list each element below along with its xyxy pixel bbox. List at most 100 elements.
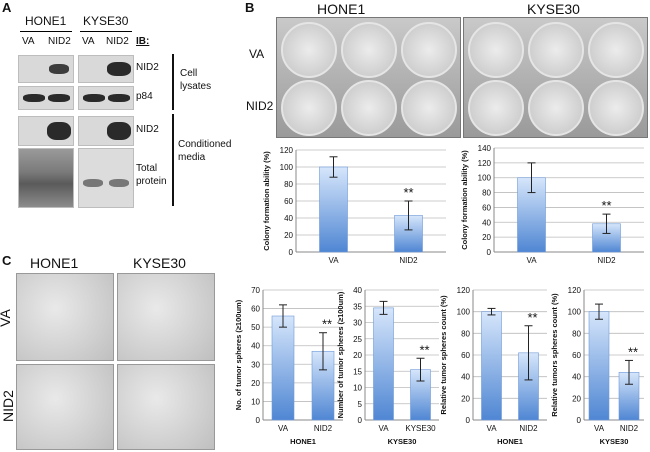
y-tick-label: 25 <box>353 335 362 344</box>
y-tick-label: 120 <box>568 286 582 295</box>
y-tick-label: 10 <box>251 397 260 406</box>
a-target-nid2-lysate: NID2 <box>136 62 159 73</box>
panel-a-letter: A <box>2 0 12 15</box>
y-tick-label: 15 <box>353 367 362 376</box>
blot-kyse30-nid2-lysate <box>78 55 134 83</box>
y-axis-label: Colony formation ability (%) <box>262 151 271 251</box>
a-lane-nid2-1: NID2 <box>48 36 71 47</box>
significance-marker: ** <box>419 342 429 357</box>
a-underline-hone1 <box>20 31 72 32</box>
micrograph-hone1-nid2 <box>16 364 114 450</box>
well <box>588 80 644 136</box>
y-tick-label: 120 <box>457 286 471 295</box>
a-target-total-protein: Total protein <box>136 163 167 187</box>
y-axis-label: Colony formation ability (%) <box>460 150 469 250</box>
a-target-nid2-cm: NID2 <box>136 124 159 135</box>
well <box>468 22 524 78</box>
y-tick-label: 80 <box>572 329 581 338</box>
well <box>281 22 337 78</box>
y-tick-label: 80 <box>482 189 491 198</box>
blot-kyse30-total-protein <box>78 148 134 208</box>
bar <box>588 311 610 421</box>
y-tick-label: 0 <box>577 416 582 425</box>
a-ib-label: IB: <box>136 36 150 47</box>
y-tick-label: 35 <box>353 302 362 311</box>
band <box>47 122 71 140</box>
chart-b-hone1: 0 20 40 60 80 100 120 Colony formation ability … <box>262 146 446 265</box>
blot-hone1-total-protein <box>18 148 74 208</box>
y-tick-label: 20 <box>284 231 293 240</box>
band <box>83 179 103 187</box>
a-target-p84: p84 <box>136 91 153 102</box>
x-category-label: KYSE30 <box>405 424 436 433</box>
plate-hone1 <box>276 17 461 138</box>
y-tick-label: 0 <box>358 416 363 425</box>
blot-kyse30-nid2-cm <box>78 116 134 146</box>
y-tick-label: 0 <box>466 416 471 425</box>
y-tick-label: 0 <box>289 248 294 257</box>
significance-marker: ** <box>628 344 638 359</box>
y-tick-label: 80 <box>284 180 293 189</box>
x-category-label: VA <box>486 424 497 433</box>
bar <box>373 307 394 421</box>
y-tick-label: 50 <box>251 323 260 332</box>
significance-marker: ** <box>403 185 413 200</box>
c-line-kyse30: KYSE30 <box>133 255 186 271</box>
y-tick-label: 60 <box>482 203 491 212</box>
bar <box>319 166 348 253</box>
bracket-cell-lysates <box>172 54 174 110</box>
x-category-label: NID2 <box>620 424 639 433</box>
bracket-conditioned-media <box>172 114 174 206</box>
a-line-hone1: HONE1 <box>25 14 67 28</box>
x-category-label: NID2 <box>399 256 418 265</box>
y-tick-label: 60 <box>461 351 470 360</box>
y-tick-label: 100 <box>280 163 294 172</box>
y-tick-label: 100 <box>457 308 471 317</box>
b-row-va: VA <box>249 47 265 61</box>
band <box>109 179 129 187</box>
well <box>281 80 337 136</box>
band <box>107 122 131 140</box>
b-line-kyse30: KYSE30 <box>527 1 580 17</box>
chart-c-kyse30-relative: 0 20 40 60 80 100 120 Relative tumors spheres c… <box>550 286 644 446</box>
x-category-label: VA <box>526 256 537 265</box>
x-category-label: NID2 <box>597 256 616 265</box>
chart-b-kyse30: 0 20 40 60 80 100 120 140 Colony formation abili… <box>460 144 644 265</box>
y-tick-label: 20 <box>251 379 260 388</box>
x-category-label: VA <box>278 424 289 433</box>
y-tick-label: 20 <box>572 394 581 403</box>
x-axis-label: KYSE30 <box>388 437 417 446</box>
y-tick-label: 40 <box>284 214 293 223</box>
well <box>588 22 644 78</box>
b-row-nid2: NID2 <box>246 99 274 113</box>
a-line-kyse30: KYSE30 <box>83 14 129 28</box>
band <box>108 94 130 102</box>
y-tick-label: 20 <box>353 351 362 360</box>
x-axis-label: KYSE30 <box>600 437 629 446</box>
x-category-label: VA <box>594 424 605 433</box>
y-tick-label: 100 <box>478 174 492 183</box>
y-tick-label: 60 <box>572 351 581 360</box>
well <box>341 80 397 136</box>
y-tick-label: 120 <box>280 146 294 155</box>
y-tick-label: 10 <box>353 384 362 393</box>
a-underline-kyse30 <box>80 31 132 32</box>
y-tick-label: 40 <box>482 218 491 227</box>
well <box>401 80 457 136</box>
band <box>107 62 131 76</box>
significance-marker: ** <box>527 310 537 325</box>
y-tick-label: 40 <box>572 373 581 382</box>
y-axis-label: Relative tumors spheres count (%) <box>550 293 559 417</box>
significance-marker: ** <box>601 198 611 213</box>
x-category-label: NID2 <box>519 424 538 433</box>
y-tick-label: 0 <box>256 416 261 425</box>
y-tick-label: 30 <box>251 360 260 369</box>
y-tick-label: 40 <box>353 286 362 295</box>
a-lane-va-2: VA <box>82 36 95 47</box>
significance-marker: ** <box>322 317 332 332</box>
chart-c-hone1-relative: 0 20 40 60 80 100 120 Relative tumor spheres co… <box>439 286 547 446</box>
y-tick-label: 60 <box>251 305 260 314</box>
micrograph-hone1-va <box>16 273 114 361</box>
y-tick-label: 30 <box>353 319 362 328</box>
well <box>528 80 584 136</box>
